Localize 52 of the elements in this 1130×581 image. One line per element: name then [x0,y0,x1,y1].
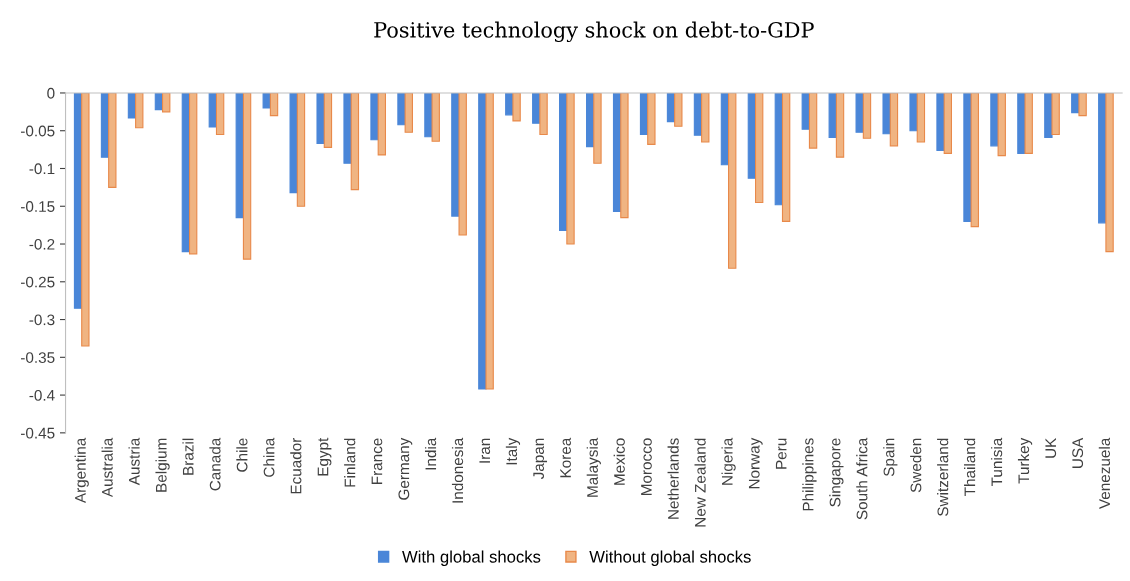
x-tick-label: Malaysia [586,437,601,497]
y-tick-label: -0.15 [20,201,55,212]
x-tick-label: Spain [883,438,898,477]
y-tick-label: -0.3 [29,314,55,326]
y-tick-label: 0 [47,87,55,99]
y-tick-label: -0.4 [29,389,55,401]
x-tick-label: Canada [209,437,221,491]
x-tick-label: Indonesia [451,437,464,503]
chart-title: Positive technology shock on debt-to-GDP [374,21,814,43]
x-tick-label: Argentina [74,437,89,504]
y-tick-label: -0.2 [29,238,55,250]
x-tick-label: Morocco [641,438,652,496]
x-tick-label: Venezuela [1098,437,1111,509]
x-tick-label: South Africa [856,437,868,520]
x-tick-label: Brazil [182,438,194,475]
x-tick-label: India [424,437,437,470]
y-tick-label: -0.35 [20,352,55,363]
x-tick-label: Korea [560,437,571,478]
legend-label: With global shocks [402,550,541,566]
x-tick-label: Australia [101,437,113,498]
legend-label: Without global shocks [589,550,751,566]
x-tick-label: Chile [236,438,248,472]
x-tick-label: France [371,438,383,484]
x-tick-label: New Zealand [694,438,706,527]
x-tick-label: UK [1045,437,1057,458]
x-tick-label: Belgium [155,438,170,492]
x-tick-label: Austria [128,437,140,486]
x-tick-label: Italy [505,437,521,465]
y-tick-label: -0.05 [20,125,55,137]
x-tick-label: Peru [775,438,787,469]
x-tick-label: Iran [479,438,491,463]
x-tick-label: Turkey [1017,437,1033,484]
x-tick-label: Ecuador [290,437,302,494]
x-tick-label: China [263,437,275,477]
x-tick-label: Japan [533,438,548,480]
x-tick-label: Finland [344,438,356,487]
x-tick-label: Egypt [317,437,332,476]
x-tick-label: Thailand [964,438,976,496]
x-tick-label: Germany [398,437,413,500]
x-tick-label: Sweden [910,438,922,493]
x-tick-label: Tunisia [990,437,1003,487]
x-tick-label: Norway [748,437,763,489]
y-tick-label: -0.25 [20,276,55,288]
y-tick-label: -0.1 [29,163,55,175]
y-tick-label: -0.45 [20,427,55,439]
x-tick-label: Singapore [829,438,844,507]
x-tick-label: Netherlands [667,438,679,519]
x-tick-label: Nigeria [721,437,736,485]
x-tick-label: Switzerland [937,438,949,516]
x-tick-label: Philippines [802,438,817,511]
x-tick-label: USA [1072,437,1084,468]
x-tick-label: Mexico [613,438,625,485]
